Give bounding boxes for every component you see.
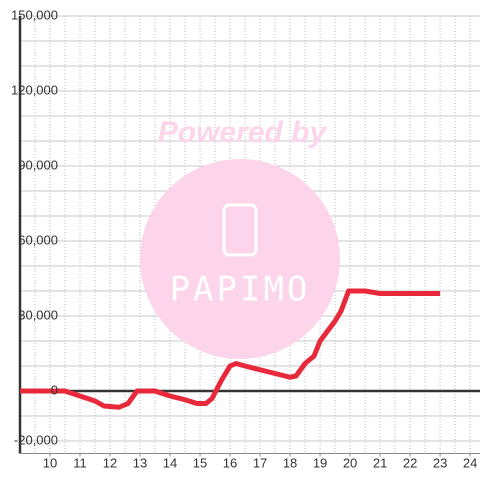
x-tick-label: 10 (43, 455, 57, 470)
x-tick-label: 13 (133, 455, 147, 470)
y-tick-label: -20,000 (14, 432, 58, 447)
y-tick-label: 60,000 (18, 232, 58, 247)
x-tick-label: 19 (313, 455, 327, 470)
x-tick-label: 11 (73, 455, 87, 470)
x-tick-label: 16 (223, 455, 237, 470)
x-tick-label: 18 (283, 455, 297, 470)
x-tick-label: 22 (403, 455, 417, 470)
watermark-circle (140, 159, 340, 359)
x-tick-label: 24 (463, 455, 477, 470)
watermark: PAPIMO Powered by (140, 116, 340, 359)
data-line (20, 288, 441, 410)
x-tick-label: 15 (193, 455, 207, 470)
y-tick-label: 150,000 (11, 7, 58, 22)
x-tick-label: 20 (343, 455, 357, 470)
x-tick-label: 21 (373, 455, 387, 470)
x-tick-label: 14 (163, 455, 177, 470)
y-tick-label: 30,000 (18, 307, 58, 322)
y-tick-label: 120,000 (11, 82, 58, 97)
x-tick-label: 23 (433, 455, 447, 470)
watermark-logo: PAPIMO (170, 270, 311, 310)
watermark-text: Powered by (158, 116, 328, 149)
watermark-phone (222, 203, 258, 257)
x-tick-label: 17 (253, 455, 267, 470)
y-tick-label: 0 (51, 382, 58, 397)
y-tick-label: 90,000 (18, 157, 58, 172)
x-tick-label: 12 (103, 455, 117, 470)
